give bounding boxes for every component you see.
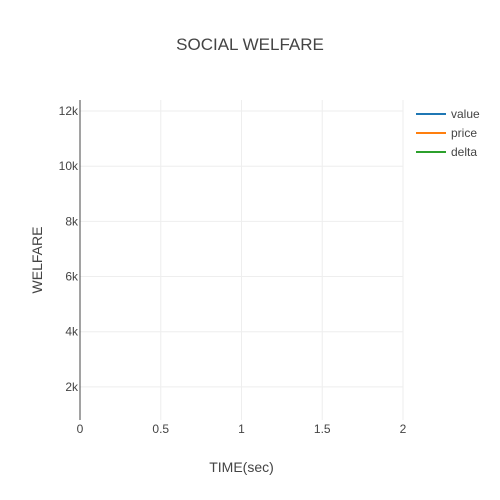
legend-item-value[interactable]: value (416, 107, 480, 121)
y-axis-ticks: 2k 4k 6k 8k 10k 12k (59, 104, 79, 394)
x-tick-label: 1.5 (314, 422, 331, 436)
y-tick-label: 2k (65, 380, 79, 394)
legend-label-value: value (451, 107, 480, 121)
x-tick-label: 2 (400, 422, 407, 436)
x-axis-title: TIME(sec) (209, 459, 274, 475)
y-axis-title: WELFARE (29, 227, 45, 294)
legend-label-delta: delta (451, 145, 477, 159)
chart-title: SOCIAL WELFARE (176, 35, 324, 54)
y-tick-label: 12k (59, 104, 79, 118)
x-tick-label: 0 (77, 422, 84, 436)
legend[interactable]: value price delta (416, 107, 480, 159)
legend-label-price: price (451, 126, 477, 140)
x-tick-label: 1 (238, 422, 245, 436)
grid (80, 100, 404, 420)
x-tick-label: 0.5 (152, 422, 169, 436)
x-axis-ticks: 0 0.5 1 1.5 2 (77, 422, 407, 436)
y-tick-label: 4k (65, 325, 79, 339)
y-tick-label: 10k (59, 159, 79, 173)
y-tick-label: 8k (65, 214, 79, 228)
y-tick-label: 6k (65, 270, 79, 284)
legend-item-price[interactable]: price (416, 126, 477, 140)
legend-item-delta[interactable]: delta (416, 145, 477, 159)
